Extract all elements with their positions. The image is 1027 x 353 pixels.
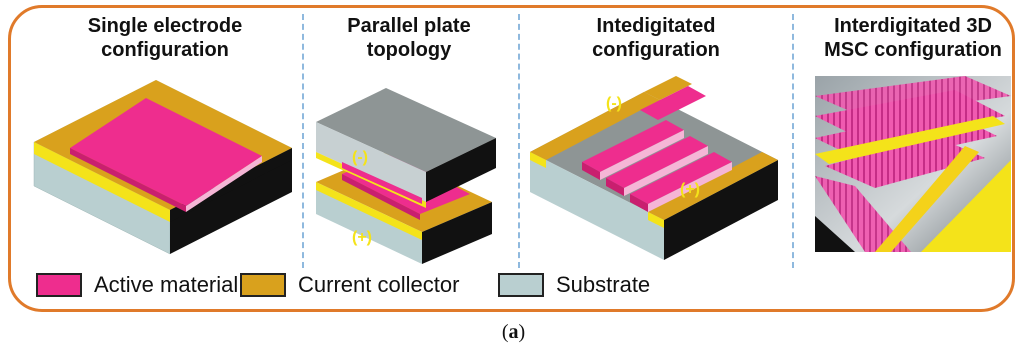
figure-caption: (a) (501, 321, 526, 343)
legend-item-current-collector: Current collector (240, 272, 459, 298)
parallel-plate-illustration: (-) (+) (316, 88, 496, 264)
panel-title-parallel-plate: Parallel plate topology (347, 15, 471, 61)
legend-item-active-material: Active material (36, 272, 238, 298)
legend-label-active-material: Active material (94, 272, 239, 297)
negative-terminal-label: (-) (352, 149, 368, 166)
panel-title-interdigitated: Intedigitated configuration (592, 15, 720, 61)
msc-3d-illustration (815, 76, 1011, 252)
positive-terminal-label: (+) (680, 181, 700, 198)
legend-swatch-substrate (498, 273, 544, 297)
legend-swatch-active-material (36, 273, 82, 297)
panel-title-single-electrode: Single electrode configuration (87, 15, 243, 61)
figure-frame (8, 5, 1015, 312)
single-electrode-illustration (33, 80, 292, 255)
legend-item-substrate: Substrate (498, 272, 650, 298)
legend-label-substrate: Substrate (556, 272, 651, 297)
panel-divider-2 (518, 14, 520, 268)
panel-title-3d-msc: Interdigitated 3D MSC configuration (824, 15, 1002, 61)
panel-divider-1 (302, 14, 304, 268)
legend-label-current-collector: Current collector (298, 272, 460, 297)
panel-divider-3 (792, 14, 794, 268)
negative-terminal-label: (-) (606, 95, 622, 112)
interdigitated-illustration: (-) (+) (530, 76, 778, 260)
positive-terminal-label: (+) (352, 229, 372, 246)
legend-swatch-current-collector (240, 273, 286, 297)
